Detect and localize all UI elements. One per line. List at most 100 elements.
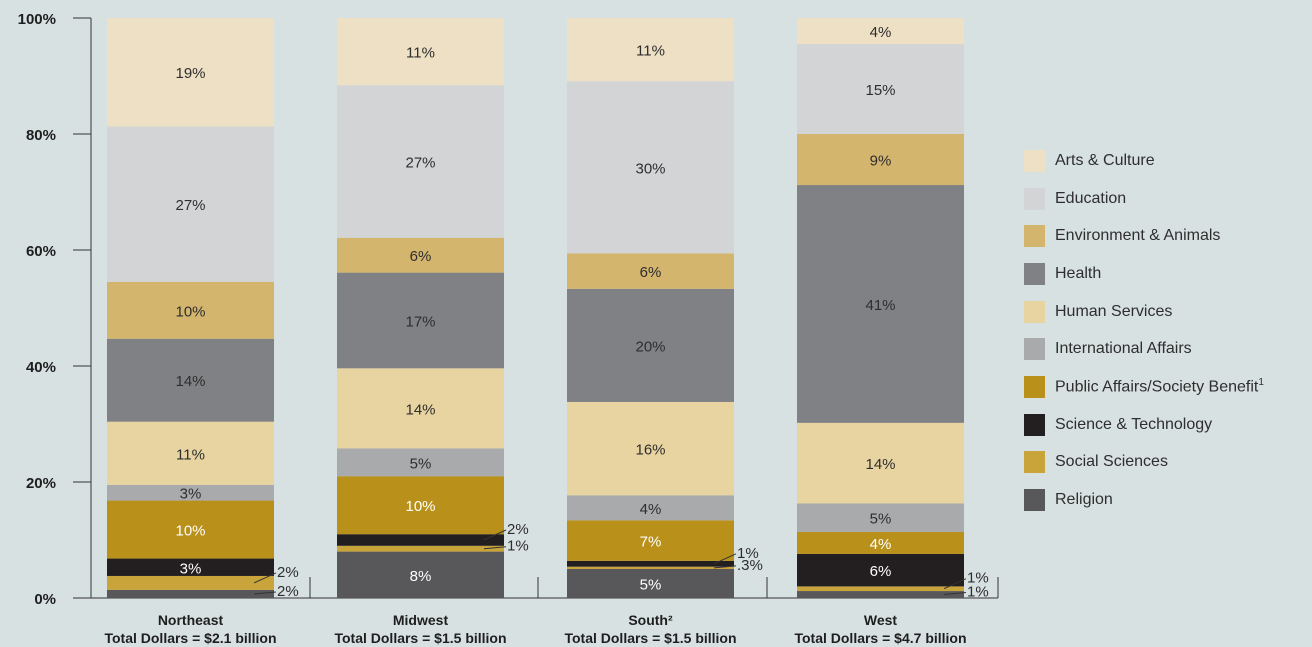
legend-swatch [1024,187,1045,210]
callout-leader-line [483,529,507,541]
data-label: 5% [870,511,892,528]
category-total: Total Dollars = $4.7 billion [794,630,966,646]
data-label: 10% [175,303,205,320]
bar-segment-social-sciences [337,545,504,552]
data-label: 14% [175,373,205,390]
bar-segment-public-affairs-society-benefit [797,531,964,554]
category-total: Total Dollars = $2.1 billion [104,630,276,646]
callout-label: 1% [507,538,529,555]
data-label: 4% [870,24,892,41]
category-label: Northeast [158,612,224,628]
callout-leader-line [253,572,277,584]
callout-label: 2% [277,564,299,581]
bar-segment-public-affairs-society-benefit [337,476,504,535]
data-label: 4% [640,501,662,518]
bar-segment-human-services [797,422,964,504]
data-label: 11% [176,446,205,463]
legend-label-text: International Affairs [1055,340,1192,358]
data-label: 7% [640,534,662,551]
legend-item: Religion [1024,481,1264,519]
legend-label: Environment & Animals [1055,227,1220,245]
legend-label: Public Affairs/Society Benefit1 [1055,377,1264,396]
category-label: West [864,612,898,628]
legend-label: Arts & Culture [1055,152,1155,170]
bar-segment-religion [797,591,964,598]
y-tick-label: 0% [34,591,56,608]
bar-segment-health [107,338,274,422]
callout-leader-line [713,565,737,569]
legend-label-text: Science & Technology [1055,415,1213,433]
callout-leader-line [713,553,737,565]
callout-leader-line [253,591,277,595]
callout-leader-line [943,592,967,596]
data-label: 10% [405,498,435,515]
bar-segment-education [567,81,734,254]
data-label: 8% [410,568,432,585]
legend-label: Health [1055,265,1101,283]
legend-swatch [1024,413,1045,436]
legend-item: Health [1024,255,1264,293]
bar-segment-environment-animals [567,253,734,289]
data-label: 10% [175,523,205,540]
data-label: 5% [640,577,662,594]
bar-segment-religion [337,551,504,598]
legend-swatch [1024,300,1045,323]
data-label: 6% [870,563,892,580]
bar-segment-science-technology [107,558,274,576]
legend-label-text: Health [1055,264,1102,282]
callout-label: 2% [507,521,529,538]
bar-segment-science-technology [797,553,964,587]
bar-segment-arts-culture [797,18,964,45]
bar-segment-environment-animals [797,134,964,186]
category-total: Total Dollars = $1.5 billion [564,630,736,646]
callout-leader-line [483,546,507,550]
bar-segment-social-sciences [567,566,734,569]
data-label: 3% [180,560,202,577]
legend-label-text: Social Sciences [1055,453,1168,471]
data-label: 14% [865,456,895,473]
bar-segment-education [797,44,964,134]
legend-label-text: Education [1055,189,1127,207]
legend-label: Education [1055,190,1126,208]
data-label: 6% [640,264,662,281]
legend-item: Science & Technology [1024,406,1264,444]
legend-label: Social Sciences [1055,453,1168,471]
data-label: 3% [180,486,202,503]
bar-segment-human-services [567,401,734,496]
chart-legend: Arts & Culture Education Environment & Ani… [1024,142,1264,519]
bar-segment-religion [107,589,274,598]
legend-item: International Affairs [1024,330,1264,368]
bar-segment-health [797,185,964,423]
legend-swatch [1024,262,1045,285]
data-label: 27% [175,197,205,214]
data-label: 9% [870,153,892,170]
bar-segment-education [337,85,504,238]
callout-leader-line [943,578,967,590]
category-label: Midwest [393,612,449,628]
legend-swatch [1024,489,1045,512]
callout-label: 1% [967,570,989,587]
bar-segment-health [337,272,504,369]
y-tick-label: 80% [26,127,56,144]
legend-swatch [1024,149,1045,172]
category-total: Total Dollars = $1.5 billion [334,630,506,646]
bar-segment-science-technology [567,560,734,567]
bar-segment-religion [567,569,734,598]
bar-segment-environment-animals [337,237,504,273]
legend-swatch [1024,375,1045,398]
data-label: 6% [410,248,432,265]
data-label: 30% [635,160,665,177]
bar-segment-human-services [337,368,504,449]
legend-label: Human Services [1055,303,1172,321]
bar-segment-public-affairs-society-benefit [107,500,274,559]
data-label: 11% [636,43,665,60]
bar-segment-human-services [107,421,274,485]
data-label: 20% [635,338,665,355]
legend-item: Public Affairs/Society Benefit1 [1024,368,1264,406]
legend-label-text: Human Services [1055,302,1173,320]
data-label: 14% [405,401,435,418]
legend-label-text: Public Affairs/Society Benefit [1055,378,1259,396]
data-label: 16% [635,442,665,459]
legend-item: Arts & Culture [1024,142,1264,180]
bar-segment-education [107,126,274,282]
